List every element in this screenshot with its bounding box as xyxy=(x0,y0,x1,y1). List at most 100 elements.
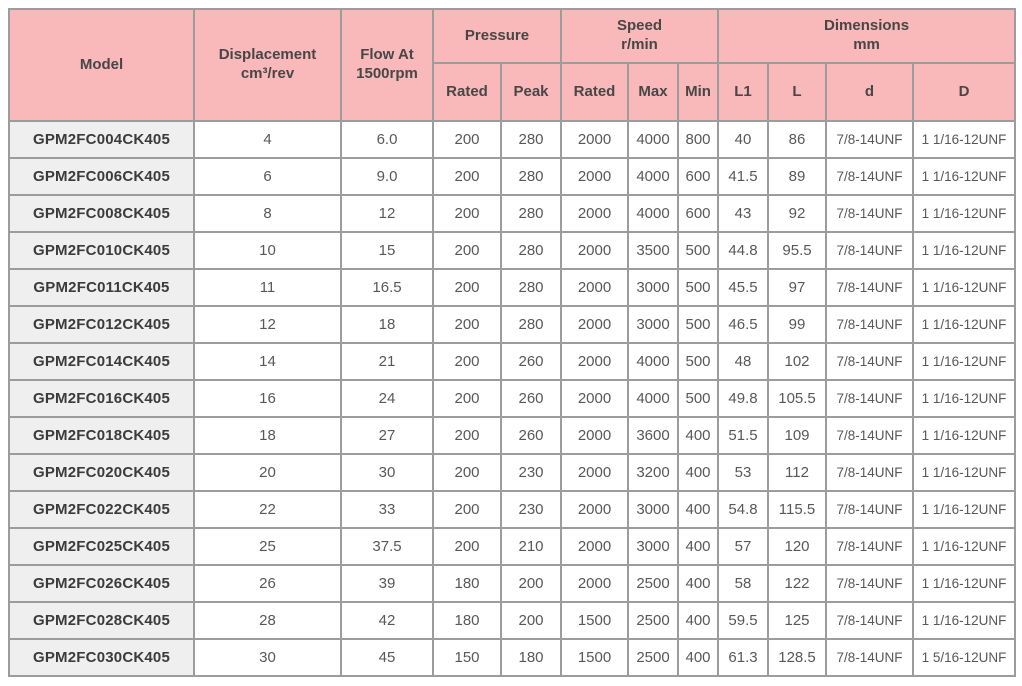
cell-speed-min: 500 xyxy=(676,268,720,307)
cell-pressure-peak: 200 xyxy=(500,564,562,603)
table-row: GPM2FC028CK405 28 42 180 200 1500 2500 400 59.5 1… xyxy=(8,601,1017,640)
cell-model: GPM2FC008CK405 xyxy=(8,194,195,233)
cell-pressure-peak: 210 xyxy=(500,527,562,566)
cell-speed-rated: 1500 xyxy=(560,638,629,677)
cell-pressure-peak: 280 xyxy=(500,231,562,270)
cell-flow: 18 xyxy=(340,305,434,344)
cell-dim-d: 7/8-14UNF xyxy=(825,120,915,159)
cell-pressure-peak: 260 xyxy=(500,379,562,418)
cell-flow: 12 xyxy=(340,194,434,233)
cell-model: GPM2FC028CK405 xyxy=(8,601,195,640)
cell-speed-min: 500 xyxy=(676,342,720,381)
cell-speed-max: 3000 xyxy=(627,490,679,529)
header-dimensions-group: Dimensions mm xyxy=(717,8,1017,64)
cell-speed-rated: 2000 xyxy=(560,490,629,529)
cell-displacement: 10 xyxy=(193,231,342,270)
cell-pressure-rated: 200 xyxy=(432,194,502,233)
cell-pressure-peak: 280 xyxy=(500,120,562,159)
cell-dim-d-upper: 1 1/16-12UNF xyxy=(912,342,1017,381)
header-displacement: Displacement cm³/rev xyxy=(193,8,342,122)
cell-flow: 27 xyxy=(340,416,434,455)
table-row: GPM2FC022CK405 22 33 200 230 2000 3000 400 54.8 1… xyxy=(8,490,1017,529)
cell-dim-d: 7/8-14UNF xyxy=(825,638,915,677)
cell-dim-d: 7/8-14UNF xyxy=(825,157,915,196)
cell-pressure-peak: 230 xyxy=(500,490,562,529)
header-pressure-peak: Peak xyxy=(500,62,562,122)
cell-displacement: 12 xyxy=(193,305,342,344)
table-row: GPM2FC025CK405 25 37.5 200 210 2000 3000 400 57 1… xyxy=(8,527,1017,566)
cell-speed-max: 4000 xyxy=(627,379,679,418)
cell-displacement: 28 xyxy=(193,601,342,640)
cell-dim-l: 120 xyxy=(767,527,828,566)
cell-dim-l: 122 xyxy=(767,564,828,603)
cell-speed-rated: 2000 xyxy=(560,231,629,270)
cell-flow: 16.5 xyxy=(340,268,434,307)
header-flow: Flow At 1500rpm xyxy=(340,8,434,122)
cell-dim-d: 7/8-14UNF xyxy=(825,305,915,344)
cell-dim-l1: 58 xyxy=(717,564,770,603)
cell-speed-min: 800 xyxy=(676,120,720,159)
cell-speed-max: 3500 xyxy=(627,231,679,270)
cell-speed-min: 400 xyxy=(676,638,720,677)
table-row: GPM2FC018CK405 18 27 200 260 2000 3600 400 51.5 1… xyxy=(8,416,1017,455)
cell-displacement: 18 xyxy=(193,416,342,455)
cell-dim-l1: 44.8 xyxy=(717,231,770,270)
cell-displacement: 22 xyxy=(193,490,342,529)
cell-speed-min: 600 xyxy=(676,157,720,196)
cell-dim-d: 7/8-14UNF xyxy=(825,194,915,233)
cell-dim-l1: 54.8 xyxy=(717,490,770,529)
cell-dim-d-upper: 1 1/16-12UNF xyxy=(912,157,1017,196)
cell-speed-min: 400 xyxy=(676,564,720,603)
cell-pressure-rated: 200 xyxy=(432,305,502,344)
table-row: GPM2FC011CK405 11 16.5 200 280 2000 3000 500 45.… xyxy=(8,268,1017,307)
cell-speed-max: 4000 xyxy=(627,120,679,159)
cell-dim-d-upper: 1 1/16-12UNF xyxy=(912,120,1017,159)
table-row: GPM2FC004CK405 4 6.0 200 280 2000 4000 800 40 86 7… xyxy=(8,120,1017,159)
cell-pressure-rated: 200 xyxy=(432,379,502,418)
cell-pressure-rated: 150 xyxy=(432,638,502,677)
cell-model: GPM2FC006CK405 xyxy=(8,157,195,196)
header-group-row: Model Displacement cm³/rev Flow At 1500r… xyxy=(8,8,1017,122)
cell-dim-l: 99 xyxy=(767,305,828,344)
cell-dim-d: 7/8-14UNF xyxy=(825,231,915,270)
cell-dim-d: 7/8-14UNF xyxy=(825,601,915,640)
cell-pressure-peak: 260 xyxy=(500,416,562,455)
cell-flow: 21 xyxy=(340,342,434,381)
cell-speed-max: 3000 xyxy=(627,305,679,344)
table-row: GPM2FC010CK405 10 15 200 280 2000 3500 500 44.8 9… xyxy=(8,231,1017,270)
cell-dim-l: 115.5 xyxy=(767,490,828,529)
cell-model: GPM2FC025CK405 xyxy=(8,527,195,566)
table-header: Model Displacement cm³/rev Flow At 1500r… xyxy=(8,8,1017,122)
cell-displacement: 30 xyxy=(193,638,342,677)
cell-speed-rated: 2000 xyxy=(560,453,629,492)
cell-flow: 15 xyxy=(340,231,434,270)
cell-dim-d-upper: 1 1/16-12UNF xyxy=(912,490,1017,529)
cell-dim-l: 92 xyxy=(767,194,828,233)
cell-dim-d: 7/8-14UNF xyxy=(825,527,915,566)
cell-displacement: 4 xyxy=(193,120,342,159)
cell-speed-max: 2500 xyxy=(627,638,679,677)
cell-speed-rated: 2000 xyxy=(560,342,629,381)
header-dim-d: d xyxy=(825,62,915,122)
cell-dim-l: 128.5 xyxy=(767,638,828,677)
header-pressure-rated: Rated xyxy=(432,62,502,122)
cell-pressure-rated: 200 xyxy=(432,268,502,307)
cell-pressure-rated: 200 xyxy=(432,342,502,381)
cell-speed-rated: 2000 xyxy=(560,564,629,603)
cell-pressure-peak: 280 xyxy=(500,305,562,344)
cell-speed-rated: 2000 xyxy=(560,379,629,418)
cell-dim-d-upper: 1 1/16-12UNF xyxy=(912,564,1017,603)
cell-dim-d-upper: 1 1/16-12UNF xyxy=(912,305,1017,344)
cell-speed-max: 2500 xyxy=(627,564,679,603)
cell-dim-d-upper: 1 1/16-12UNF xyxy=(912,601,1017,640)
cell-pressure-rated: 200 xyxy=(432,231,502,270)
cell-dim-l1: 48 xyxy=(717,342,770,381)
cell-dim-l: 97 xyxy=(767,268,828,307)
cell-dim-d: 7/8-14UNF xyxy=(825,342,915,381)
table-row: GPM2FC006CK405 6 9.0 200 280 2000 4000 600 41.5 8… xyxy=(8,157,1017,196)
cell-speed-min: 500 xyxy=(676,379,720,418)
cell-pressure-peak: 230 xyxy=(500,453,562,492)
cell-pressure-peak: 180 xyxy=(500,638,562,677)
spec-table: Model Displacement cm³/rev Flow At 1500r… xyxy=(8,8,1017,677)
cell-displacement: 26 xyxy=(193,564,342,603)
